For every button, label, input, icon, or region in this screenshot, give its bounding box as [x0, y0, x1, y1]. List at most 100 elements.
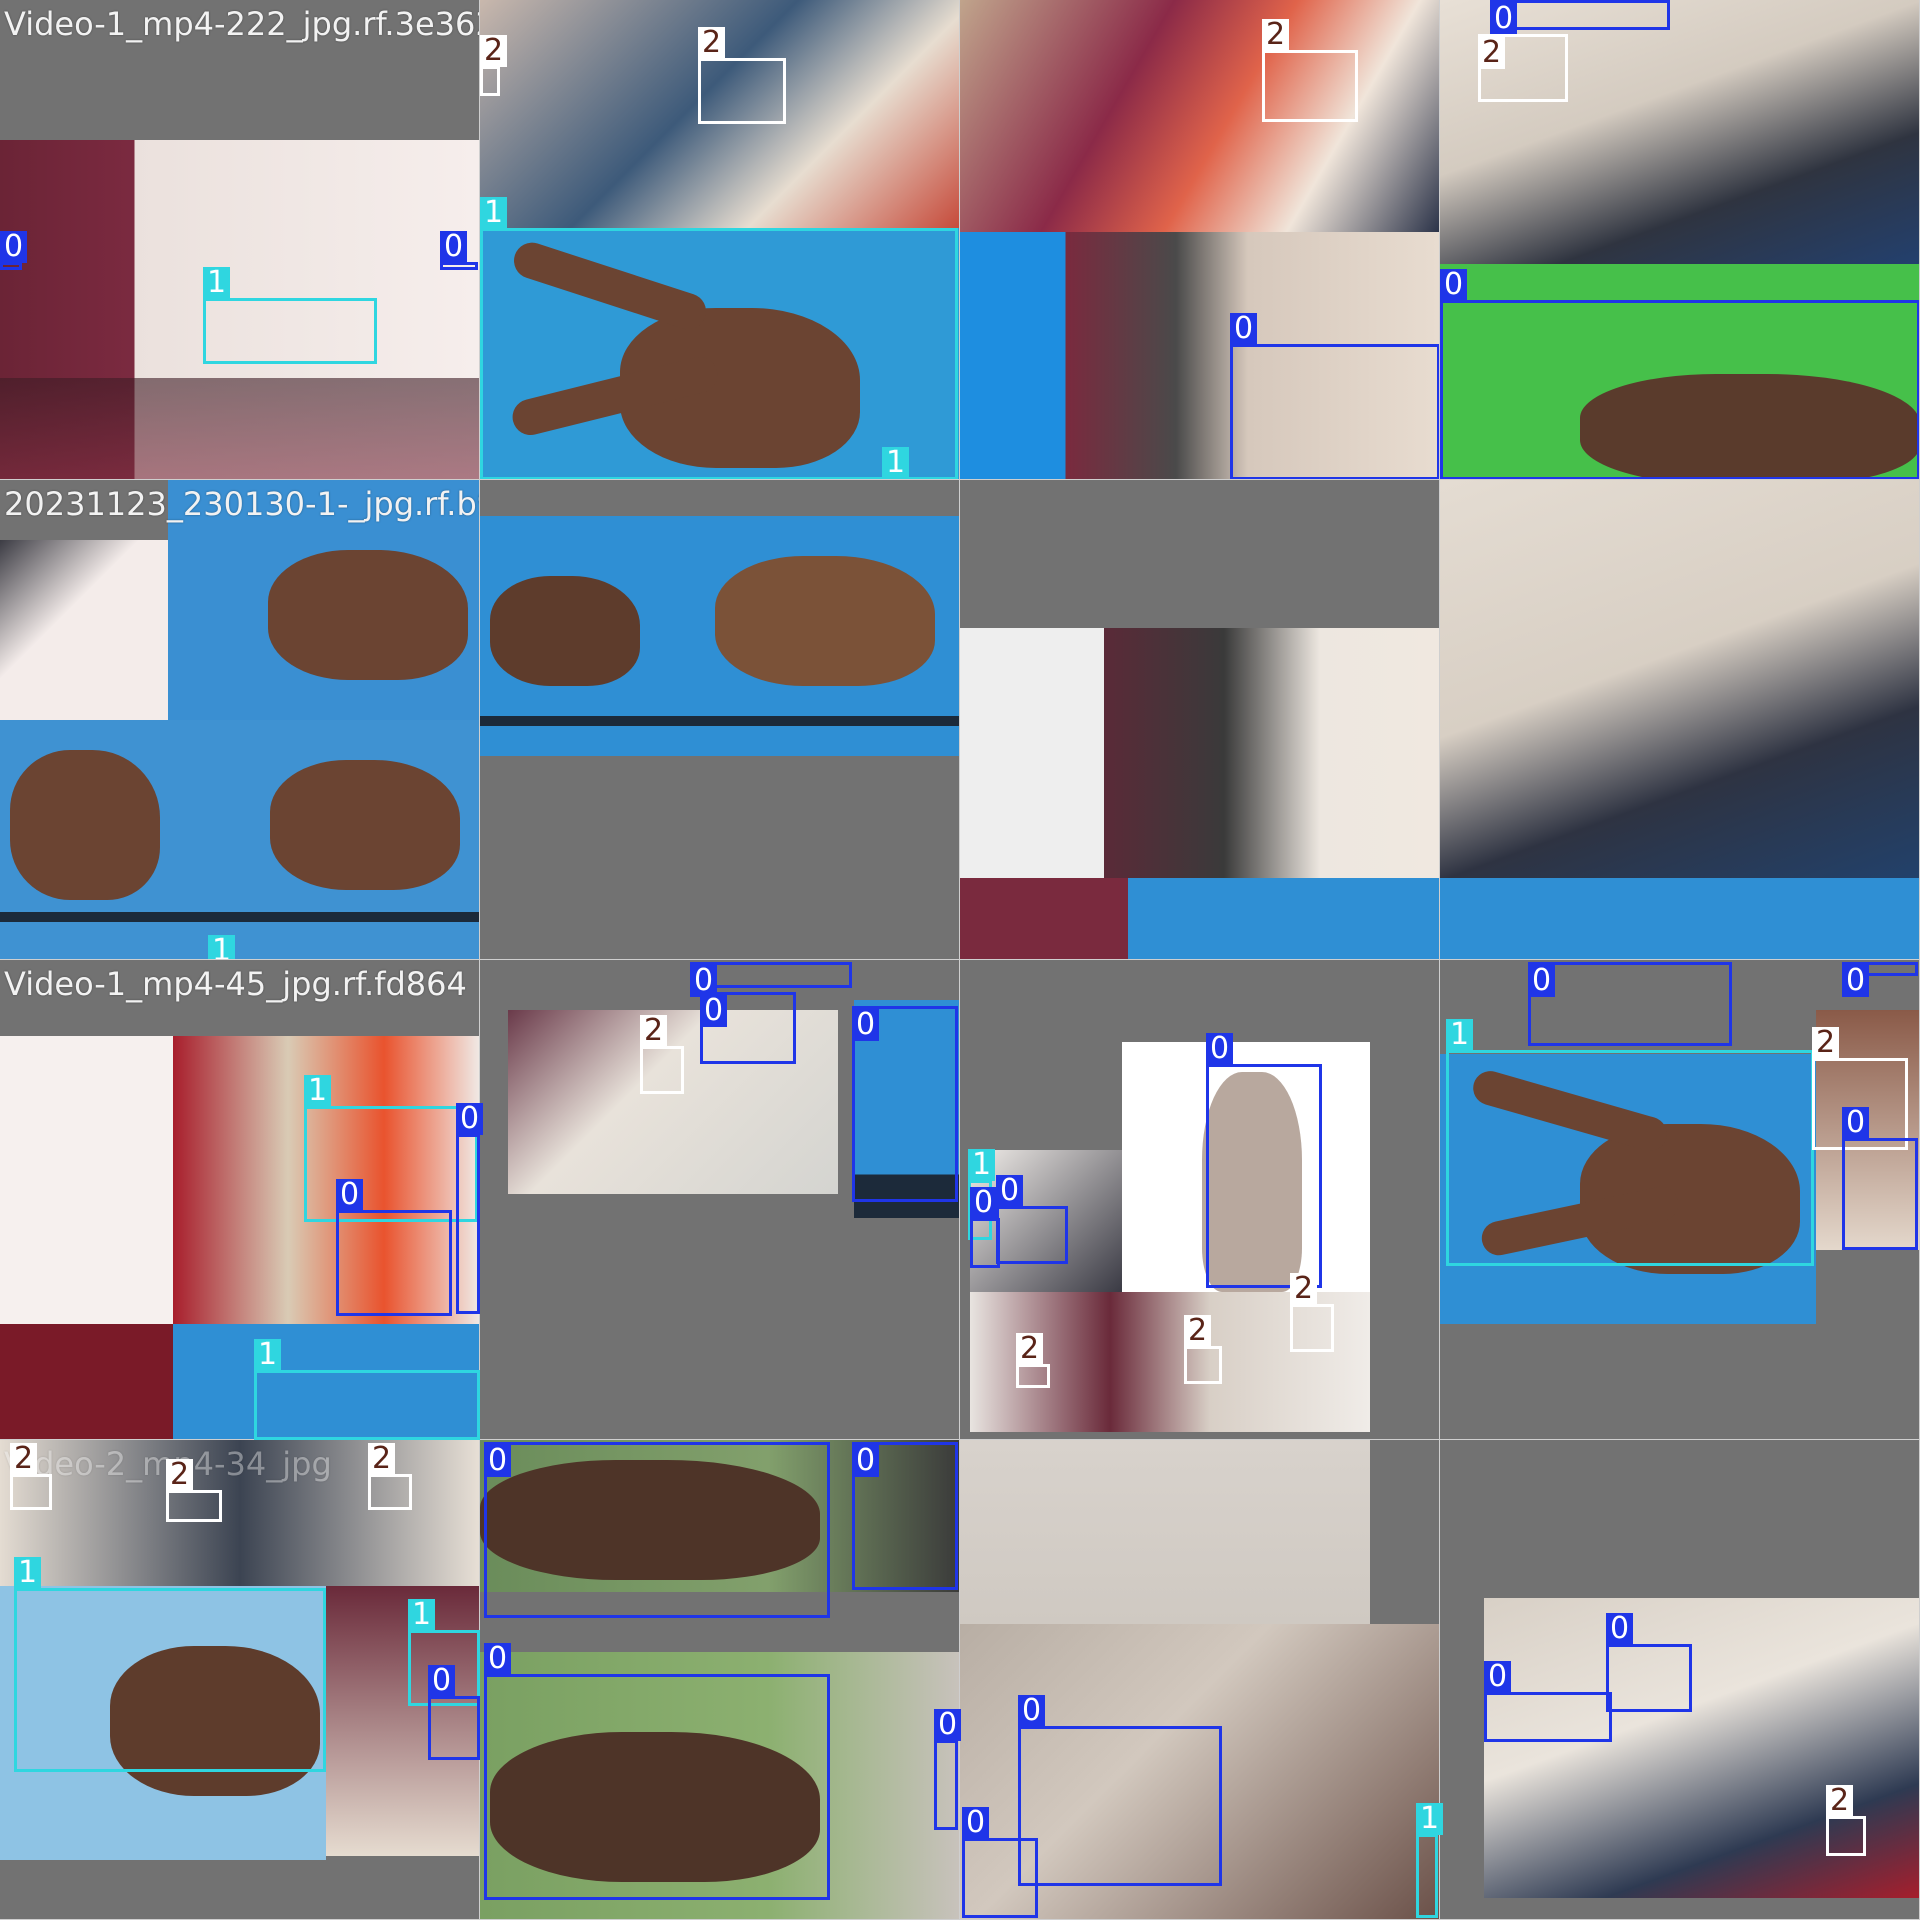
detection-box: 0	[484, 1643, 830, 1900]
detection-box: 0	[1842, 962, 1918, 997]
class-label: 0	[440, 231, 468, 263]
class-label: 0	[428, 1665, 456, 1697]
mosaic-tile: 20231123_230130-1-_jpg.rf.b9afc39f862010…	[0, 480, 480, 960]
class-label: 0	[962, 1807, 990, 1839]
tile-image	[508, 1010, 838, 1194]
class-label: 0	[1842, 965, 1870, 997]
mosaic-tile: Video-1_mp4-125_jpg.rf.f339	[1440, 960, 1920, 1440]
tile-image	[0, 1324, 479, 1439]
mosaic-tile: Video-2_mp4-129_jpg.rf.175	[1440, 1440, 1920, 1920]
class-label: 0	[970, 1187, 998, 1219]
mosaic-tile: Video-1_mp4-115_jpg.rf.88b 2 1	[960, 480, 1440, 960]
class-label: 0	[1528, 965, 1556, 997]
tile-image	[0, 540, 168, 720]
class-label: 1	[304, 1075, 332, 1107]
tile-image	[1440, 480, 1919, 878]
detection-box: 2	[1016, 1333, 1050, 1388]
tile-image	[0, 140, 479, 479]
tile-image	[1484, 1598, 1919, 1898]
class-label: 1	[203, 267, 231, 299]
class-label: 1	[480, 197, 508, 229]
class-label: 0	[852, 1009, 880, 1041]
class-label: 0	[1230, 313, 1258, 345]
detection-box: 0	[690, 962, 852, 997]
detection-box: 0	[484, 1442, 830, 1618]
detection-box: 2	[1184, 1315, 1222, 1384]
tile-image	[960, 1624, 1439, 1919]
tile-image	[960, 1440, 1370, 1624]
class-label: 1	[882, 447, 910, 479]
detection-box: 1	[882, 447, 958, 479]
detection-box: 0	[1606, 1613, 1692, 1712]
class-label: 2	[640, 1015, 668, 1047]
mosaic-tile: Video-1_mp4-96_jpg.rf.288 2 0	[960, 0, 1440, 480]
detection-box: 0	[1230, 313, 1439, 479]
detection-box: 0	[852, 1006, 958, 1202]
class-label: 2	[1478, 37, 1506, 69]
class-label: 2	[368, 1443, 396, 1475]
class-label: 0	[456, 1103, 484, 1135]
detection-box: 2	[1290, 1273, 1334, 1352]
class-label: 0	[1842, 1107, 1870, 1139]
class-label: 0	[336, 1179, 364, 1211]
class-label: 0	[1484, 1661, 1512, 1693]
tile-image	[1440, 0, 1919, 264]
detection-box: 2	[1826, 1785, 1866, 1856]
mosaic-tile: Video-1_mp4-222_jpg.rf.3e36273f1f6635d88…	[0, 0, 480, 480]
detection-box: 1	[304, 1075, 478, 1222]
tile-image	[960, 628, 1439, 878]
tile-image	[480, 228, 959, 479]
class-label: 1	[14, 1557, 42, 1589]
class-label: 0	[1606, 1613, 1634, 1645]
detection-box: 2	[368, 1443, 412, 1510]
class-label: 1	[208, 935, 236, 959]
mosaic-tile: Video-1_mp4-fad.rf.3fbf3428	[960, 960, 1440, 1440]
class-label: 1	[254, 1339, 282, 1371]
detection-box: 1	[1416, 1803, 1444, 1918]
detection-box: 2	[698, 27, 786, 124]
detection-box: 2	[640, 1015, 684, 1094]
detection-box: 0	[970, 1187, 1000, 1268]
detection-box: 0	[1206, 1033, 1322, 1288]
class-label: 2	[1016, 1333, 1044, 1365]
detection-box: 1	[1446, 1019, 1814, 1266]
mosaic-tile: 2023-112_2-22-_jpg.rf 2 2 1 1	[480, 0, 960, 480]
mosaic-tile: 20231123_230933-1-_jpg.rf.b48	[960, 1440, 1440, 1920]
detection-box: 0	[996, 1175, 1068, 1264]
class-label: 1	[1416, 1803, 1444, 1835]
detection-box: 2	[10, 1443, 52, 1510]
detection-box: 0	[934, 1709, 962, 1830]
class-label: 0	[852, 1445, 880, 1477]
class-label: 2	[1290, 1273, 1318, 1305]
class-label: 2	[698, 27, 726, 59]
class-label: 0	[700, 995, 728, 1027]
tile-image	[1440, 878, 1919, 959]
tile-caption: Video-1_mp4-222_jpg.rf.3e36273f1f6635d88…	[4, 5, 479, 43]
tile-image	[480, 1440, 959, 1592]
detection-box: 0	[962, 1807, 1038, 1918]
tile-image	[960, 878, 1439, 959]
tile-caption: 20231123_230130-1-_jpg.rf.b9afc39f862010…	[4, 485, 479, 523]
class-label: 2	[10, 1443, 38, 1475]
detection-box: 1	[254, 1339, 480, 1440]
mosaic-tile: Video-1_mp4-178_jpg.rf.63c 2 2 1	[1440, 480, 1920, 960]
class-label: 0	[996, 1175, 1024, 1207]
detection-box: 0	[852, 1442, 958, 1590]
mosaic-tile: Video-1_mp4-109_jpg 1 0	[480, 480, 960, 960]
class-label: 1	[968, 1149, 996, 1181]
detection-box: 1	[968, 1149, 996, 1240]
detection-box: 0	[1484, 1661, 1612, 1742]
detection-box: 1	[203, 267, 377, 364]
class-label: 0	[484, 1643, 512, 1675]
detection-box: 0	[456, 1103, 484, 1314]
detection-box: 1	[14, 1557, 326, 1772]
detection-box: 0	[440, 231, 478, 270]
class-label: 0	[1490, 3, 1518, 35]
detection-box: 2	[166, 1459, 222, 1522]
class-label: 2	[166, 1459, 194, 1491]
class-label: 2	[1184, 1315, 1212, 1347]
mosaic-tile: 20231123_jpg.rf.e3a	[480, 960, 960, 1440]
class-label: 1	[408, 1599, 436, 1631]
detection-box: 0	[1018, 1695, 1222, 1886]
class-label: 2	[1826, 1785, 1854, 1817]
